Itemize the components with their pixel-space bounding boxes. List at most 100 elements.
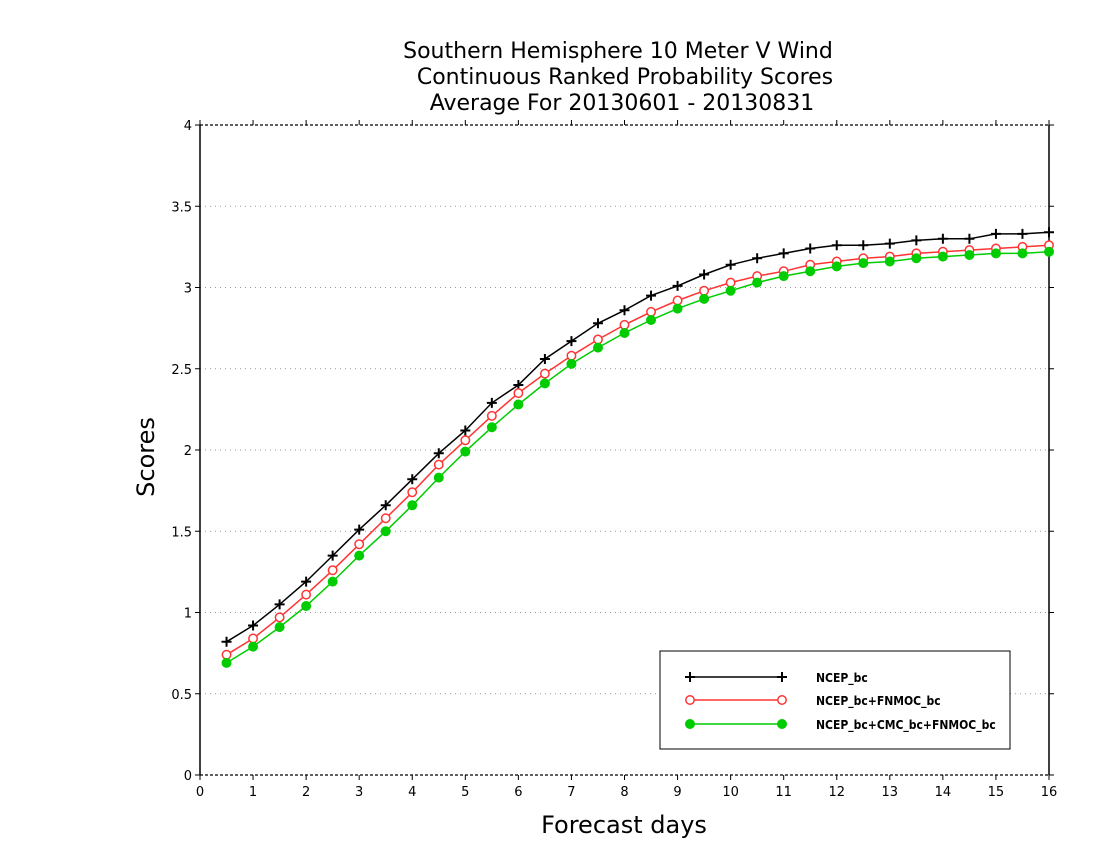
data-point	[566, 336, 577, 347]
series-layer	[221, 227, 1054, 668]
data-point	[619, 319, 630, 330]
x-tick-label: 1	[249, 785, 257, 800]
data-point	[858, 240, 869, 251]
data-point	[884, 256, 895, 267]
data-point	[777, 672, 787, 682]
y-tick-label: 2	[184, 444, 192, 459]
data-point	[725, 259, 736, 270]
data-point	[566, 350, 577, 361]
data-point	[884, 238, 895, 249]
data-point	[539, 354, 550, 364]
data-point	[964, 250, 975, 260]
y-tick-label: 4	[184, 119, 192, 134]
x-tick-label: 4	[408, 785, 416, 800]
y-tick-label: 3.5	[171, 200, 192, 215]
data-point	[274, 622, 285, 633]
data-point	[433, 472, 444, 483]
data-point	[221, 649, 232, 660]
data-point	[301, 576, 312, 587]
chart-title-line-3: Average For 20130601 - 20130831	[430, 91, 815, 116]
chart-title-line-2: Continuous Ranked Probability Scores	[417, 65, 833, 90]
data-point	[327, 576, 338, 587]
series-line	[226, 231, 1050, 643]
data-point	[1017, 228, 1028, 239]
data-point	[685, 695, 695, 705]
x-tick-label: 15	[988, 785, 1005, 800]
legend-entry: NCEP_bc+FNMOC_bc	[685, 694, 941, 709]
y-axis-title: Scores	[132, 417, 160, 497]
x-tick-label: 3	[355, 785, 363, 800]
data-point	[685, 672, 695, 682]
data-point	[460, 425, 471, 436]
data-point	[486, 397, 497, 408]
data-point	[354, 539, 365, 550]
data-point	[354, 524, 365, 535]
data-point	[752, 253, 763, 264]
data-point	[460, 446, 471, 457]
axes: 00.511.522.533.540 1 2 3 4 5 6 7 8 9 10 11 12 13 14 15 1…	[171, 119, 1057, 800]
data-point	[539, 378, 550, 389]
data-point	[646, 290, 657, 301]
x-tick-label: 16	[1041, 785, 1058, 800]
series-1	[221, 227, 1054, 647]
data-point	[248, 633, 259, 644]
x-tick-label: 9	[673, 785, 681, 800]
series-3	[221, 246, 1054, 668]
data-point	[354, 550, 365, 561]
x-tick-label: 7	[567, 785, 575, 800]
data-point	[433, 448, 444, 459]
data-point	[460, 435, 471, 446]
x-tick-label: 2	[302, 785, 310, 800]
data-point	[937, 233, 948, 244]
data-point	[646, 315, 657, 325]
data-point	[327, 550, 338, 561]
data-point	[672, 295, 683, 306]
data-point	[937, 251, 948, 262]
y-tick-label: 1.5	[171, 525, 192, 540]
data-point	[777, 695, 787, 705]
data-point	[592, 342, 603, 353]
data-point	[990, 248, 1001, 259]
y-tick-label: 2.5	[171, 363, 192, 378]
y-tick-label: 1	[184, 607, 192, 622]
legend-label: NCEP_bc+CMC_bc+FNMOC_bc	[816, 718, 996, 733]
data-point	[513, 399, 524, 410]
data-point	[831, 240, 842, 251]
data-point	[990, 228, 1001, 239]
data-point	[831, 261, 842, 272]
x-tick-label: 11	[775, 785, 792, 800]
data-point	[593, 334, 603, 345]
data-point	[380, 513, 391, 524]
data-point	[725, 277, 736, 288]
data-point	[858, 258, 869, 269]
data-point	[778, 271, 789, 282]
gridlines	[200, 205, 1049, 695]
data-point	[248, 620, 259, 631]
data-point	[699, 269, 710, 280]
x-tick-label: 8	[620, 785, 628, 800]
data-point	[672, 280, 683, 291]
y-tick-label: 3	[184, 282, 192, 297]
data-point	[380, 526, 391, 537]
x-tick-label: 0	[196, 785, 204, 800]
data-point	[566, 358, 577, 369]
data-point	[486, 410, 497, 421]
legend-label: NCEP_bc+FNMOC_bc	[816, 694, 941, 709]
data-point	[592, 318, 603, 329]
data-point	[1017, 248, 1028, 259]
data-point	[619, 305, 630, 316]
data-point	[699, 293, 710, 304]
legend-entry: NCEP_bc+CMC_bc+FNMOC_bc	[685, 718, 996, 733]
y-tick-label: 0.5	[171, 688, 192, 703]
x-tick-label: 6	[514, 785, 522, 800]
data-point	[777, 719, 787, 729]
data-point	[619, 328, 630, 338]
data-point	[301, 589, 312, 600]
x-tick-label: 14	[935, 785, 952, 800]
data-point	[407, 487, 418, 498]
y-tick-label: 0	[184, 769, 192, 784]
data-point	[1044, 227, 1054, 238]
data-point	[805, 243, 816, 254]
x-tick-label: 12	[828, 785, 845, 800]
